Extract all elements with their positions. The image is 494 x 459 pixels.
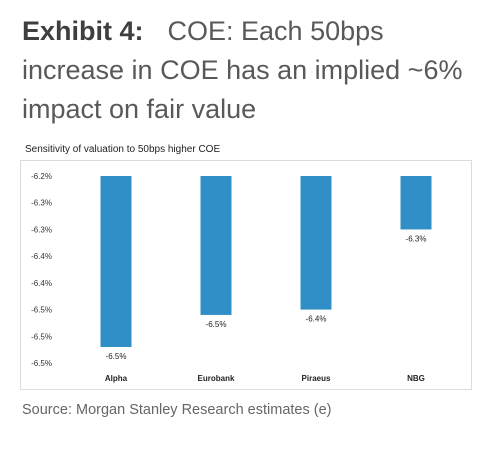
data-label-eurobank: -6.5% (206, 320, 227, 329)
y-tick-label: -6.5% (31, 359, 52, 368)
exhibit-heading: Exhibit 4: COE: Each 50bps increase in CO… (22, 12, 482, 129)
bar-eurobank (200, 176, 232, 315)
data-labels: -6.5% -6.5% -6.4% -6.3% (106, 234, 427, 361)
y-tick-label: -6.5% (31, 306, 52, 315)
y-tick-label: -6.3% (31, 225, 52, 234)
y-tick-label: -6.4% (31, 279, 52, 288)
chart-title: Sensitivity of valuation to 50bps higher… (25, 144, 221, 155)
x-axis: Alpha Eurobank Piraeus NBG (105, 374, 425, 383)
bar-piraeus (300, 176, 332, 310)
exhibit-title: COE: Each 50bps increase in COE has an i… (22, 16, 463, 124)
x-tick-label-piraeus: Piraeus (302, 374, 331, 383)
bars (100, 176, 432, 347)
bar-nbg (400, 176, 432, 230)
y-axis: -6.2% -6.3% -6.3% -6.4% -6.4% -6.5% -6.5% -6.5% (31, 172, 52, 368)
x-tick-label-alpha: Alpha (105, 374, 128, 383)
data-label-piraeus: -6.4% (306, 315, 327, 324)
data-label-alpha: -6.5% (106, 352, 127, 361)
source-note: Source: Morgan Stanley Research estimate… (22, 402, 332, 418)
chart-frame (20, 160, 472, 390)
bar-alpha (100, 176, 132, 347)
y-tick-label: -6.4% (31, 252, 52, 261)
data-label-nbg: -6.3% (406, 234, 427, 243)
y-tick-label: -6.5% (31, 332, 52, 341)
exhibit-label: Exhibit 4: (22, 16, 144, 46)
x-tick-label-eurobank: Eurobank (198, 374, 235, 383)
x-tick-label-nbg: NBG (407, 374, 425, 383)
y-tick-label: -6.3% (31, 199, 52, 208)
y-tick-label: -6.2% (31, 172, 52, 181)
